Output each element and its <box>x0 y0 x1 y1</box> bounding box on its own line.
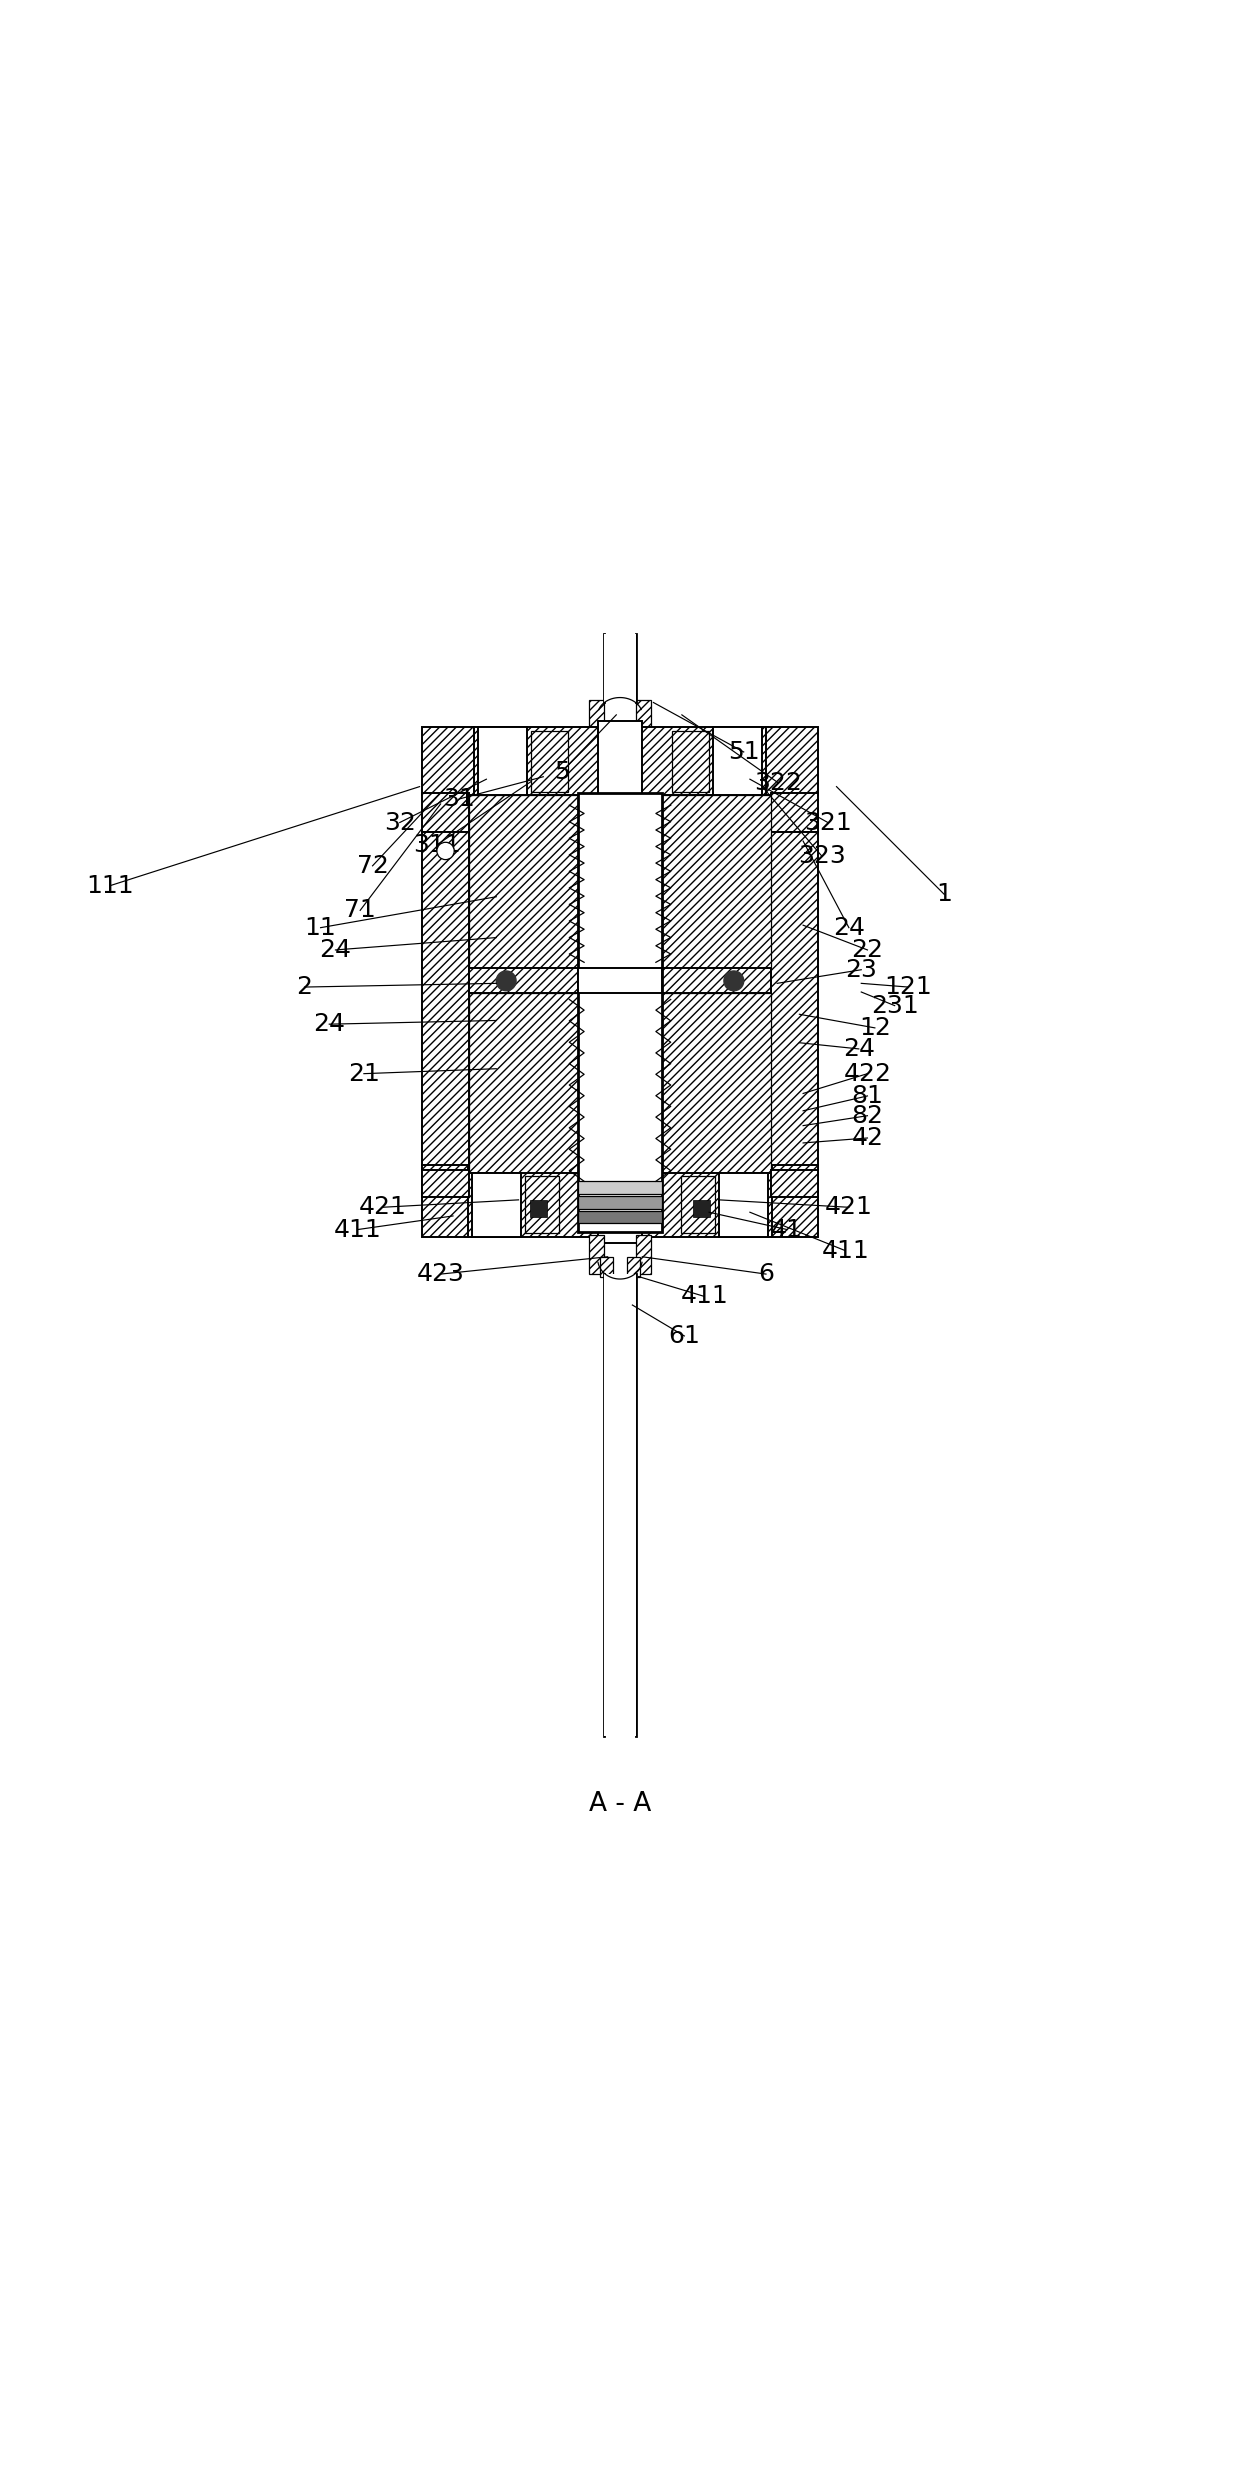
Bar <box>771 793 818 832</box>
Bar <box>600 1257 613 1276</box>
Text: 11: 11 <box>305 916 336 941</box>
Bar <box>422 728 474 795</box>
Bar <box>693 1200 711 1217</box>
Text: 1: 1 <box>936 881 952 906</box>
Bar <box>771 1170 818 1197</box>
Text: 323: 323 <box>797 844 846 869</box>
Text: 24: 24 <box>314 1012 345 1037</box>
Text: 423: 423 <box>417 1262 465 1286</box>
Bar <box>598 721 642 802</box>
Circle shape <box>496 970 516 990</box>
Bar <box>766 728 818 795</box>
Bar <box>578 968 662 993</box>
Bar <box>604 1274 636 1736</box>
Bar <box>589 701 604 731</box>
Text: 32: 32 <box>384 810 415 835</box>
Text: 24: 24 <box>833 916 864 941</box>
Bar <box>422 832 469 1173</box>
Bar <box>604 635 636 704</box>
Text: 321: 321 <box>804 810 852 835</box>
Bar <box>578 1180 662 1193</box>
Text: 311: 311 <box>413 832 461 857</box>
Bar <box>713 728 763 795</box>
Text: 421: 421 <box>825 1195 873 1220</box>
Text: 23: 23 <box>846 958 877 983</box>
Text: 411: 411 <box>681 1284 728 1309</box>
Text: 322: 322 <box>754 770 802 795</box>
Bar <box>672 731 709 793</box>
Text: 231: 231 <box>870 993 919 1017</box>
Bar <box>636 701 651 731</box>
Text: 82: 82 <box>852 1104 883 1128</box>
Bar <box>471 728 769 795</box>
Text: 81: 81 <box>852 1084 883 1109</box>
Bar <box>598 1165 642 1244</box>
Text: 421: 421 <box>358 1195 407 1220</box>
Text: 6: 6 <box>758 1262 774 1286</box>
Bar <box>471 1173 521 1237</box>
Text: 411: 411 <box>334 1217 382 1242</box>
Text: 72: 72 <box>357 854 388 879</box>
Text: 411: 411 <box>821 1239 869 1262</box>
Bar <box>422 1170 469 1197</box>
Text: 111: 111 <box>87 874 134 899</box>
Bar <box>681 1175 715 1232</box>
Text: 24: 24 <box>843 1037 874 1062</box>
Bar <box>636 1234 651 1274</box>
Bar <box>465 1173 775 1237</box>
Bar <box>529 1200 547 1217</box>
Bar <box>773 1165 818 1237</box>
Text: 121: 121 <box>884 975 932 1000</box>
Bar <box>525 1175 559 1232</box>
Text: 31: 31 <box>443 788 475 810</box>
Bar <box>477 728 527 795</box>
Bar <box>578 1195 662 1207</box>
Text: 5: 5 <box>554 760 569 783</box>
Circle shape <box>436 842 454 859</box>
Bar <box>422 1165 467 1237</box>
Text: 2: 2 <box>296 975 312 1000</box>
Text: 422: 422 <box>843 1062 892 1086</box>
Bar <box>422 793 469 832</box>
Bar <box>662 795 771 968</box>
Text: 41: 41 <box>771 1217 804 1242</box>
Circle shape <box>724 970 744 990</box>
Bar <box>469 795 578 968</box>
Bar <box>578 1210 662 1222</box>
Text: 61: 61 <box>668 1323 701 1348</box>
Text: 71: 71 <box>345 899 376 923</box>
Bar <box>531 731 568 793</box>
Text: 21: 21 <box>348 1062 379 1086</box>
Bar <box>469 993 578 1188</box>
Bar <box>578 793 662 1232</box>
Bar <box>469 968 771 993</box>
Text: 24: 24 <box>320 938 351 963</box>
Bar <box>771 832 818 1173</box>
Text: 12: 12 <box>859 1015 890 1039</box>
Text: 42: 42 <box>852 1126 883 1151</box>
Bar <box>589 1234 604 1274</box>
Text: A - A: A - A <box>589 1790 651 1817</box>
Bar <box>719 1173 769 1237</box>
Bar <box>662 993 771 1188</box>
Bar <box>627 1257 640 1276</box>
Text: 51: 51 <box>728 741 760 763</box>
Text: 22: 22 <box>852 938 883 963</box>
